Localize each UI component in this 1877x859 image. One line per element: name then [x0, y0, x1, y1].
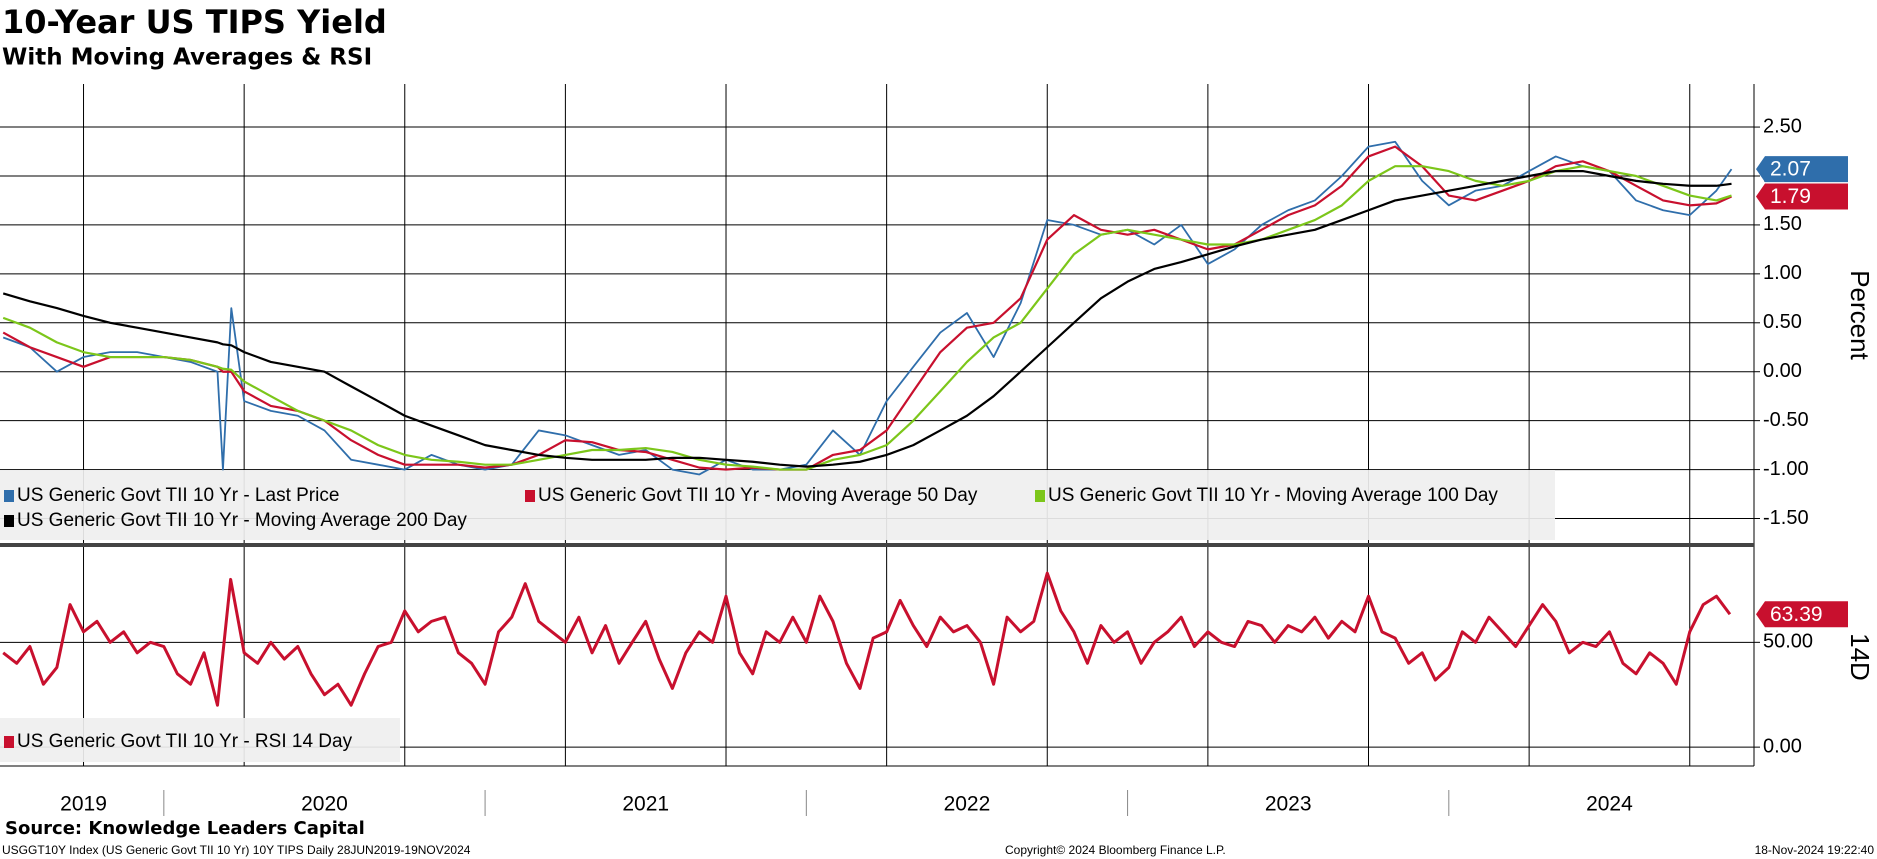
footer-copyright: Copyright© 2024 Bloomberg Finance L.P. [1005, 843, 1226, 857]
legend-label: US Generic Govt TII 10 Yr - RSI 14 Day [17, 731, 353, 752]
value-label: 2.07 [1770, 158, 1811, 181]
y-tick-label: -1.50 [1763, 507, 1809, 529]
x-tick-label: 2019 [60, 793, 107, 816]
series-line [2, 571, 1732, 707]
y-tick-label: 0.00 [1763, 735, 1802, 757]
source: Source: Knowledge Leaders Capital [5, 818, 365, 839]
legend-background [0, 470, 1555, 540]
y-axis-label: Percent [1845, 270, 1875, 360]
legend-label: US Generic Govt TII 10 Yr - Moving Avera… [538, 485, 978, 506]
value-badge [1756, 601, 1848, 628]
y-tick-label: 50.00 [1763, 631, 1813, 653]
y-tick-label: 1.50 [1763, 213, 1802, 235]
legend-label: US Generic Govt TII 10 Yr - Moving Avera… [17, 510, 467, 531]
x-tick-label: 2024 [1586, 793, 1633, 816]
y-axis-label: 14D [1845, 633, 1875, 681]
legend-swatch [4, 515, 14, 527]
y-tick-label: 1.00 [1763, 262, 1802, 284]
legend-swatch [4, 490, 14, 502]
value-label: 1.79 [1770, 185, 1811, 208]
series-line [2, 165, 1732, 471]
legend-background [0, 718, 400, 762]
x-tick-label: 2023 [1265, 793, 1312, 816]
series-line [2, 170, 1732, 468]
value-badge [1756, 156, 1848, 183]
x-tick-label: 2020 [301, 793, 348, 816]
chart-subtitle: With Moving Averages & RSI [2, 45, 372, 71]
value-badge [1756, 183, 1848, 210]
y-tick-label: -0.50 [1763, 409, 1809, 431]
footer-description: USGGT10Y Index (US Generic Govt TII 10 Y… [2, 843, 471, 857]
y-tick-label: 0.00 [1763, 360, 1802, 382]
chart-title: 10-Year US TIPS Yield [2, 3, 387, 41]
y-tick-label: 0.50 [1763, 311, 1802, 333]
footer-timestamp: 18-Nov-2024 19:22:40 [1755, 843, 1875, 857]
y-tick-label: 2.50 [1763, 115, 1802, 137]
legend-swatch [4, 736, 14, 748]
series-line [2, 140, 1733, 476]
legend-label: US Generic Govt TII 10 Yr - Last Price [17, 485, 339, 506]
y-tick-label: -1.00 [1763, 458, 1809, 480]
value-label: 63.39 [1770, 603, 1823, 626]
legend-label: US Generic Govt TII 10 Yr - Moving Avera… [1048, 485, 1498, 506]
x-tick-label: 2022 [944, 793, 991, 816]
legend-swatch [525, 490, 535, 502]
legend-swatch [1035, 490, 1045, 502]
x-tick-label: 2021 [622, 793, 669, 816]
